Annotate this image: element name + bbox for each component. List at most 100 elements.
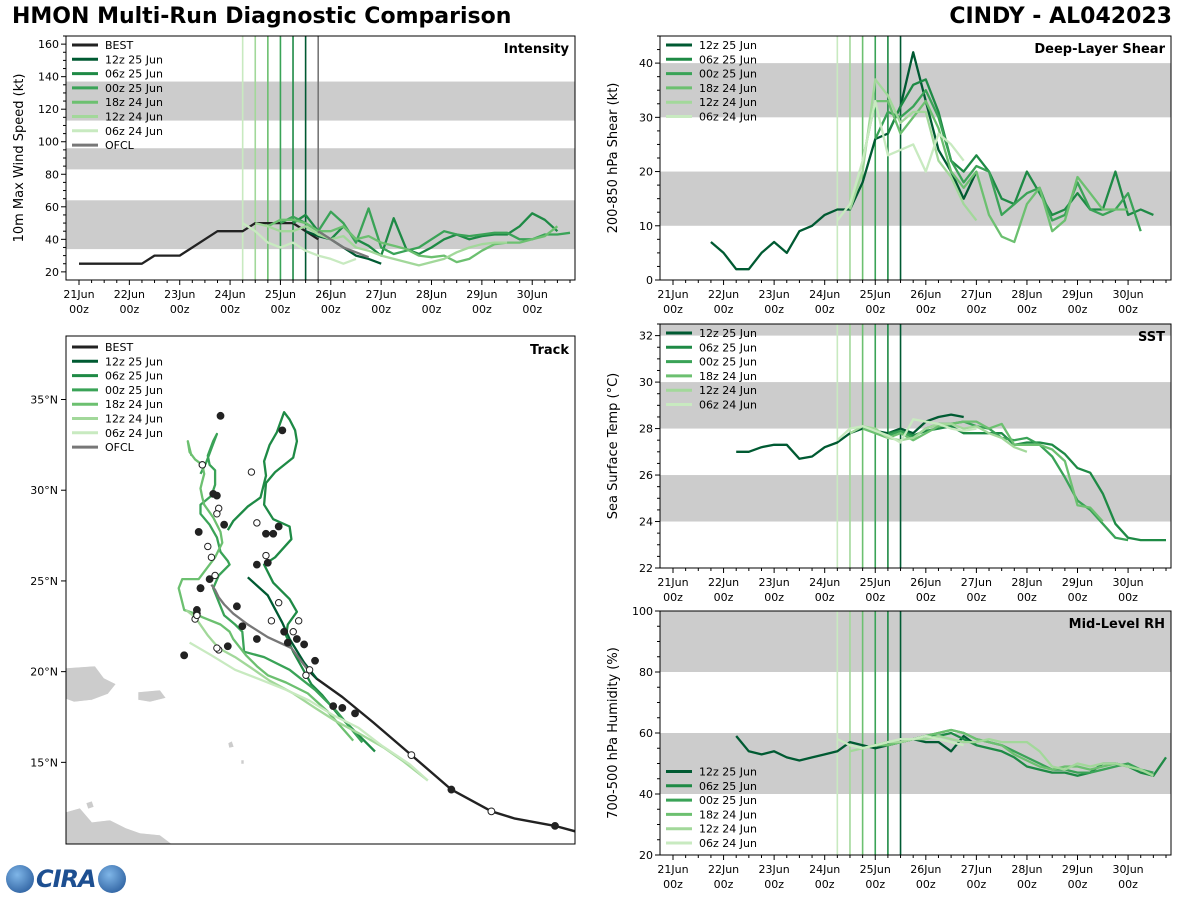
intensity-legend-label: OFCL [105, 139, 135, 152]
sst-xtick-label-day: 28Jun [1011, 576, 1042, 589]
intensity-legend-label: 12z 25 Jun [105, 53, 163, 66]
intensity-legend-label: BEST [105, 39, 133, 52]
forecast-marker-filled [194, 528, 203, 536]
forecast-marker-filled [278, 426, 287, 435]
rh-xtick-label-hour: 00z [815, 878, 835, 891]
track-title: Track [530, 343, 569, 358]
track-series-18z-24-jun [177, 440, 355, 742]
shear-xtick-label-hour: 00z [916, 303, 936, 316]
track-legend-label: 12z 25 Jun [105, 355, 163, 368]
forecast-marker-open [274, 599, 283, 607]
track-legend-label: 06z 25 Jun [105, 370, 163, 383]
shear-xtick-label-day: 28Jun [1011, 288, 1042, 301]
forecast-marker-filled [232, 602, 241, 611]
shear-ytick-label: 20 [639, 166, 653, 179]
intensity-series-12z-24-jun [255, 221, 508, 267]
sst-ytick-label: 32 [639, 330, 653, 343]
forecast-marker-filled [180, 651, 189, 660]
intensity-legend-label: 06z 25 Jun [105, 68, 163, 81]
forecast-marker-filled [238, 622, 247, 631]
land-shape [85, 800, 95, 810]
intensity-xtick-label-day: 29Jun [466, 288, 497, 301]
sst-xtick-label-hour: 00z [966, 591, 986, 604]
forecast-marker-filled [300, 640, 309, 649]
shear-series-18z-24-jun [861, 99, 1129, 244]
shear-ylabel: 200-850 hPa Shear (kt) [606, 83, 621, 234]
forecast-marker-open [247, 468, 256, 476]
best-track-marker [351, 709, 359, 718]
rh-xtick-label-hour: 00z [966, 878, 986, 891]
shear-xtick-label-day: 29Jun [1062, 288, 1093, 301]
shear-xtick-label-day: 24Jun [809, 288, 840, 301]
forecast-marker-open [213, 644, 221, 652]
sst-xtick-label-hour: 00z [1118, 591, 1138, 604]
intensity-xtick-label-hour: 00z [119, 303, 139, 316]
sst-ytick-label: 30 [639, 376, 653, 389]
forecast-marker-filled [216, 411, 225, 420]
track-legend-label: 06z 24 Jun [105, 427, 163, 440]
sst-xtick-label-hour: 00z [1017, 591, 1037, 604]
best-track-marker [551, 821, 559, 830]
sst-ytick-label: 26 [639, 469, 653, 482]
forecast-marker-filled [252, 635, 261, 643]
shear-xtick-label-hour: 00z [1118, 303, 1138, 316]
sst-xtick-label-day: 23Jun [759, 576, 790, 589]
sst-xtick-label-hour: 00z [815, 591, 835, 604]
rh-legend-label: 00z 25 Jun [699, 794, 757, 807]
sst-legend-label: 12z 24 Jun [699, 384, 757, 397]
forecast-marker-filled [209, 489, 218, 498]
intensity-ytick-label: 60 [45, 201, 59, 214]
rh-xtick-label-day: 22Jun [708, 863, 739, 876]
rh-xtick-label-day: 28Jun [1011, 863, 1042, 876]
land-shape [66, 665, 117, 703]
rh-xtick-label-hour: 00z [1068, 878, 1088, 891]
forecast-marker-open [207, 553, 216, 562]
sst-xtick-label-day: 29Jun [1062, 576, 1093, 589]
intensity-ytick-label: 20 [45, 266, 59, 279]
shear-legend-label: 12z 24 Jun [699, 96, 757, 109]
sst-xtick-label-day: 30Jun [1112, 576, 1143, 589]
shear-xtick-label-hour: 00z [865, 303, 885, 316]
intensity-band-2 [66, 81, 575, 121]
forecast-marker-open [267, 617, 276, 625]
rh-xtick-label-hour: 00z [865, 878, 885, 891]
rh-xtick-label-day: 26Jun [910, 863, 941, 876]
sst-ytick-label: 22 [639, 562, 653, 575]
shear-xtick-label-hour: 00z [663, 303, 683, 316]
track-series-best [306, 668, 575, 833]
intensity-xtick-label-day: 30Jun [517, 288, 548, 301]
best-track-marker [487, 807, 496, 816]
shear-xtick-label-day: 23Jun [759, 288, 790, 301]
sst-xtick-label-hour: 00z [865, 591, 885, 604]
land-shape [66, 807, 173, 844]
sst-xtick-label-day: 26Jun [910, 576, 941, 589]
forecast-marker-filled [252, 560, 261, 569]
intensity-plot-area [66, 36, 575, 280]
rh-xtick-label-day: 25Jun [860, 863, 891, 876]
rh-series-12z-25-jun [735, 734, 978, 762]
forecast-marker-open [193, 611, 201, 620]
shear-xtick-label-day: 22Jun [708, 288, 739, 301]
sst-legend-label: 06z 25 Jun [699, 341, 757, 354]
intensity-ytick-label: 140 [38, 71, 59, 84]
track-series-06z-24-jun [189, 641, 429, 782]
intensity-xtick-label-day: 21Jun [63, 288, 94, 301]
track-series-06z-25-jun [226, 411, 376, 753]
rh-xtick-label-hour: 00z [764, 878, 784, 891]
track-series-00z-25-jun [199, 432, 364, 744]
shear-title: Deep-Layer Shear [1034, 42, 1165, 57]
track-legend-label: 00z 25 Jun [105, 384, 163, 397]
intensity-ytick-label: 80 [45, 168, 59, 181]
intensity-series-00z-25-jun [279, 207, 571, 256]
shear-series-12z-24-jun [848, 78, 978, 222]
intensity-ytick-label: 40 [45, 233, 59, 246]
rh-ytick-label: 60 [639, 727, 653, 740]
sst-xtick-label-hour: 00z [916, 591, 936, 604]
rh-title: Mid-Level RH [1069, 617, 1165, 632]
intensity-ytick-label: 100 [38, 136, 59, 149]
land-shape [240, 759, 245, 765]
forecast-marker-filled [196, 584, 205, 593]
rh-xtick-label-day: 23Jun [759, 863, 790, 876]
forecast-marker-open [211, 571, 219, 580]
